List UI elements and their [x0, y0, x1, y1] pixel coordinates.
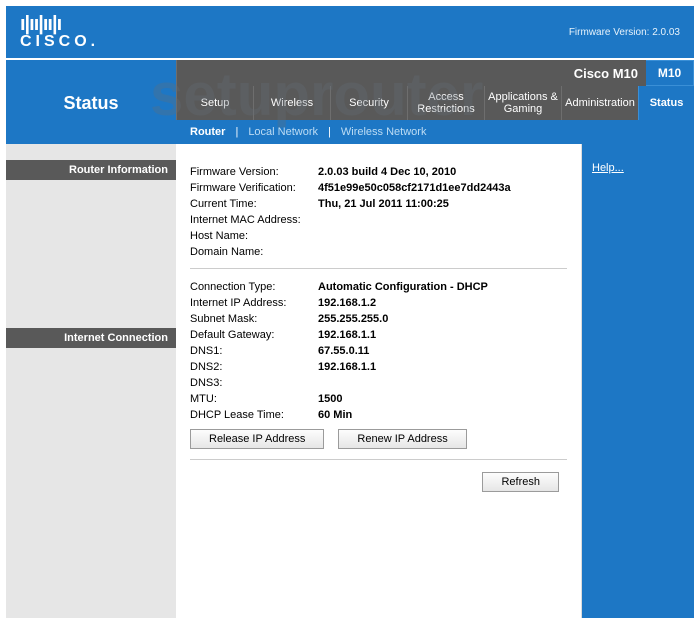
- table-row: Domain Name:: [190, 246, 567, 258]
- main: Router Information Internet Connection F…: [6, 144, 694, 618]
- table-row: DNS1:67.55.0.11: [190, 345, 567, 357]
- row-key: Connection Type:: [190, 281, 318, 293]
- nav-tabs: Setup Wireless Security Access Restricti…: [176, 86, 638, 120]
- row-key: DNS2:: [190, 361, 318, 373]
- row-val: 4f51e99e50c058cf2171d1ee7dd2443a: [318, 182, 511, 194]
- row-val: 192.168.1.1: [318, 329, 376, 341]
- brand-name: CISCO.: [20, 34, 99, 50]
- row-key: Internet IP Address:: [190, 297, 318, 309]
- tab-setup[interactable]: Setup: [176, 86, 253, 120]
- table-row: Host Name:: [190, 230, 567, 242]
- ip-buttons-row: Release IP Address Renew IP Address: [190, 429, 567, 449]
- subnav: Router | Local Network | Wireless Networ…: [176, 120, 582, 144]
- table-row: Connection Type:Automatic Configuration …: [190, 281, 567, 293]
- subnav-sep: |: [235, 126, 238, 138]
- row-key: Internet MAC Address:: [190, 214, 318, 226]
- row-key: Subnet Mask:: [190, 313, 318, 325]
- page-title: Status: [6, 86, 176, 120]
- tab-administration[interactable]: Administration: [561, 86, 638, 120]
- brand-bars: ı|ıı|ıı|ı: [20, 14, 61, 34]
- table-row: DNS3:: [190, 377, 567, 389]
- help-link[interactable]: Help...: [592, 162, 624, 174]
- tab-wireless[interactable]: Wireless: [253, 86, 330, 120]
- router-info-block: Firmware Version:2.0.03 build 4 Dec 10, …: [190, 166, 567, 258]
- row-val: 255.255.255.0: [318, 313, 388, 325]
- refresh-row: Refresh: [190, 472, 567, 492]
- tab-status[interactable]: Status: [638, 86, 694, 120]
- row-key: DNS3:: [190, 377, 318, 389]
- tab-security[interactable]: Security: [330, 86, 407, 120]
- brand-logo: ı|ıı|ıı|ı CISCO.: [20, 14, 99, 50]
- row-val: Thu, 21 Jul 2011 11:00:25: [318, 198, 449, 210]
- model-name: Cisco M10: [176, 60, 646, 86]
- subnav-spacer-left: [6, 120, 176, 144]
- row-val: 60 Min: [318, 409, 352, 421]
- refresh-button[interactable]: Refresh: [482, 472, 559, 492]
- row-val: 192.168.1.1: [318, 361, 376, 373]
- subnav-wireless-network[interactable]: Wireless Network: [341, 126, 427, 138]
- tab-apps-gaming[interactable]: Applications & Gaming: [484, 86, 561, 120]
- table-row: DNS2:192.168.1.1: [190, 361, 567, 373]
- row-val: 1500: [318, 393, 342, 405]
- row-key: Domain Name:: [190, 246, 318, 258]
- row-key: DHCP Lease Time:: [190, 409, 318, 421]
- row-val: 192.168.1.2: [318, 297, 376, 309]
- model-chip: M10: [646, 60, 694, 86]
- row-key: Host Name:: [190, 230, 318, 242]
- subnav-router[interactable]: Router: [190, 126, 225, 138]
- renew-ip-button[interactable]: Renew IP Address: [338, 429, 466, 449]
- content-panel: Firmware Version:2.0.03 build 4 Dec 10, …: [176, 144, 582, 618]
- row-key: MTU:: [190, 393, 318, 405]
- internet-block: Connection Type:Automatic Configuration …: [190, 281, 567, 421]
- table-row: MTU:1500: [190, 393, 567, 405]
- table-row: Default Gateway:192.168.1.1: [190, 329, 567, 341]
- left-column: Router Information Internet Connection: [6, 144, 176, 618]
- divider: [190, 268, 567, 269]
- release-ip-button[interactable]: Release IP Address: [190, 429, 324, 449]
- section-heading-internet: Internet Connection: [6, 328, 176, 348]
- table-row: Internet IP Address:192.168.1.2: [190, 297, 567, 309]
- section-heading-router-info: Router Information: [6, 160, 176, 180]
- firmware-label: Firmware Version:: [569, 27, 652, 38]
- leftcol-spacer: [6, 180, 176, 328]
- model-row: Cisco M10 M10: [6, 60, 694, 86]
- row-key: Firmware Version:: [190, 166, 318, 178]
- subnav-spacer-right: [582, 120, 694, 144]
- subnav-local-network[interactable]: Local Network: [248, 126, 318, 138]
- table-row: Subnet Mask:255.255.255.0: [190, 313, 567, 325]
- model-row-spacer: [6, 60, 176, 86]
- row-val: Automatic Configuration - DHCP: [318, 281, 488, 293]
- subnav-sep: |: [328, 126, 331, 138]
- tab-access-restrictions[interactable]: Access Restrictions: [407, 86, 484, 120]
- table-row: Current Time:Thu, 21 Jul 2011 11:00:25: [190, 198, 567, 210]
- row-key: Current Time:: [190, 198, 318, 210]
- row-key: Default Gateway:: [190, 329, 318, 341]
- table-row: Firmware Version:2.0.03 build 4 Dec 10, …: [190, 166, 567, 178]
- tab-row: Status Setup Wireless Security Access Re…: [6, 86, 694, 120]
- subnav-row: Router | Local Network | Wireless Networ…: [6, 120, 694, 144]
- row-val: 2.0.03 build 4 Dec 10, 2010: [318, 166, 456, 178]
- top-banner: ı|ıı|ıı|ı CISCO. Firmware Version: 2.0.0…: [6, 6, 694, 58]
- row-key: DNS1:: [190, 345, 318, 357]
- row-key: Firmware Verification:: [190, 182, 318, 194]
- row-val: 67.55.0.11: [318, 345, 369, 357]
- divider: [190, 459, 567, 460]
- table-row: DHCP Lease Time:60 Min: [190, 409, 567, 421]
- table-row: Internet MAC Address:: [190, 214, 567, 226]
- right-column: Help...: [582, 144, 694, 618]
- table-row: Firmware Verification:4f51e99e50c058cf21…: [190, 182, 567, 194]
- firmware-version-header: Firmware Version: 2.0.03: [569, 27, 680, 38]
- firmware-value: 2.0.03: [652, 27, 680, 38]
